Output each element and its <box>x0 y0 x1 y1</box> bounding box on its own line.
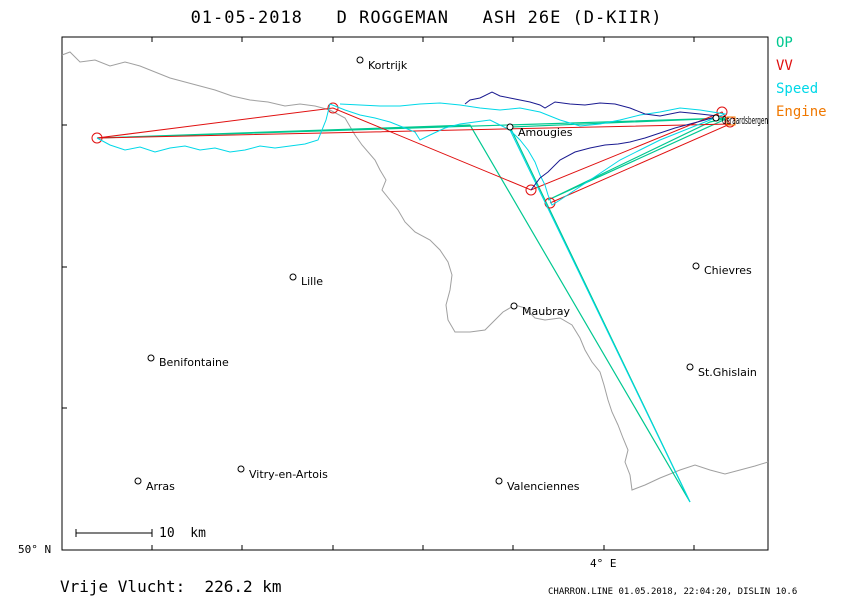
legend-engine: Engine <box>776 104 827 120</box>
speed-track-2 <box>509 129 691 503</box>
turnpoint-markers <box>91 102 736 209</box>
map-title: 01-05-2018 D ROGGEMAN ASH 26E (D-KIIR) <box>190 8 663 28</box>
engine-marker <box>726 116 736 126</box>
map-frame <box>61 36 769 551</box>
place-label: Arras <box>146 480 175 493</box>
vv-route-2 <box>549 123 731 204</box>
place-label: Geraardsbergen <box>722 114 768 127</box>
place-label: Benifontaine <box>159 356 229 369</box>
place-label: St.Ghislain <box>698 366 757 379</box>
speed-track <box>96 102 727 206</box>
place-labels: Kortrijk Amougies Geraardsbergen Lille C… <box>146 59 768 493</box>
country-border <box>61 51 769 491</box>
footer-info: CHARRON.LINE 01.05.2018, 22:04:20, DISLI… <box>548 587 798 597</box>
place-label: Vitry-en-Artois <box>249 468 328 481</box>
climb-track <box>464 91 719 191</box>
place-label: Chievres <box>704 264 752 277</box>
legend-speed: Speed <box>776 81 819 97</box>
legend-op: OP <box>776 35 793 51</box>
place-label: Maubray <box>522 305 570 318</box>
free-flight-distance: Vrije Vlucht: 226.2 km <box>60 577 282 596</box>
op-route <box>96 117 729 503</box>
latitude-label: 50° N <box>18 543 52 556</box>
legend-vv: VV <box>776 58 793 74</box>
scale-label: 10 km <box>159 526 206 541</box>
vv-route <box>96 107 731 191</box>
place-label: Valenciennes <box>507 480 580 493</box>
longitude-label: 4° E <box>590 557 617 570</box>
place-markers <box>134 56 720 485</box>
scale-bar <box>75 529 153 537</box>
place-label: Kortrijk <box>368 59 408 72</box>
place-label: Amougies <box>518 126 573 139</box>
axis-ticks <box>62 37 695 551</box>
place-label: Lille <box>301 275 323 288</box>
